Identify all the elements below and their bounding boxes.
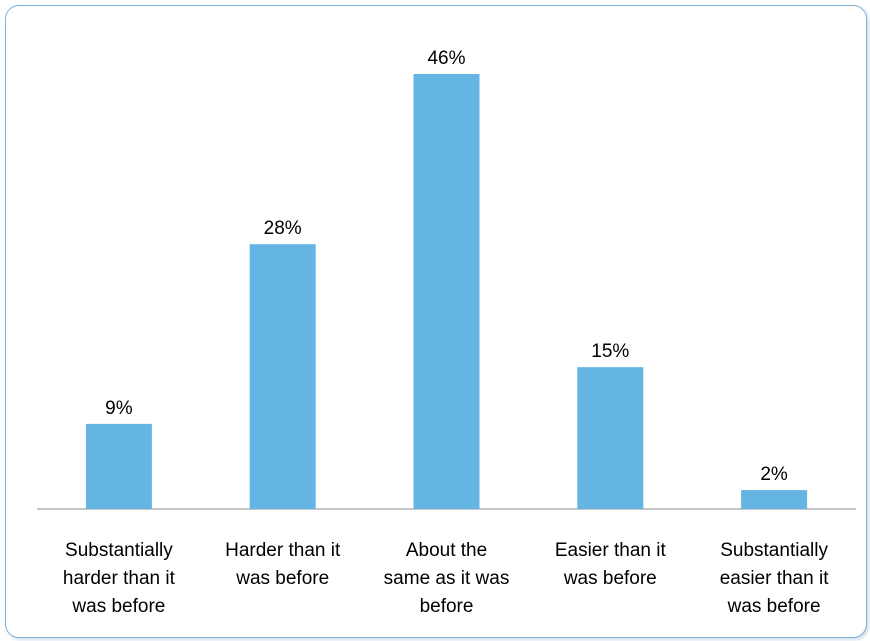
chart-frame: 9% Substantially harder than it was before 2…	[5, 5, 867, 638]
category-label-5-line-1: Substantially	[720, 540, 828, 561]
category-label-5-line-3: was before	[727, 596, 821, 617]
data-label-1: 9%	[105, 398, 133, 419]
category-label-4-line-1: Easier than it	[555, 540, 667, 561]
category-label-2-line-1: Harder than it	[225, 540, 341, 561]
category-label-1-line-3: was before	[71, 596, 165, 617]
bar-4	[577, 367, 644, 509]
data-label-3: 46%	[427, 48, 465, 69]
bar-chart: 9% Substantially harder than it was before 2…	[37, 48, 856, 617]
category-label-5-line-2: easier than it	[720, 568, 830, 589]
category-label-3-line-1: About the	[406, 540, 487, 561]
bar-3	[413, 74, 480, 509]
data-label-4: 15%	[591, 341, 629, 362]
category-label-1-line-2: harder than it	[63, 568, 176, 589]
bar-1	[85, 423, 152, 509]
data-label-5: 2%	[760, 464, 788, 485]
category-label-3-line-3: before	[420, 596, 474, 617]
category-label-2-line-2: was before	[235, 568, 329, 589]
category-label-1-line-1: Substantially	[65, 540, 173, 561]
category-label-4-line-2: was before	[563, 568, 657, 589]
data-label-2: 28%	[264, 218, 302, 239]
bar-2	[249, 244, 316, 509]
category-label-3-line-2: same as it was	[384, 568, 510, 589]
bar-5	[741, 490, 808, 509]
